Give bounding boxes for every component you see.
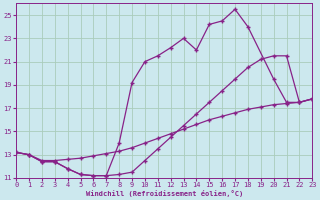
X-axis label: Windchill (Refroidissement éolien,°C): Windchill (Refroidissement éolien,°C) bbox=[85, 190, 243, 197]
